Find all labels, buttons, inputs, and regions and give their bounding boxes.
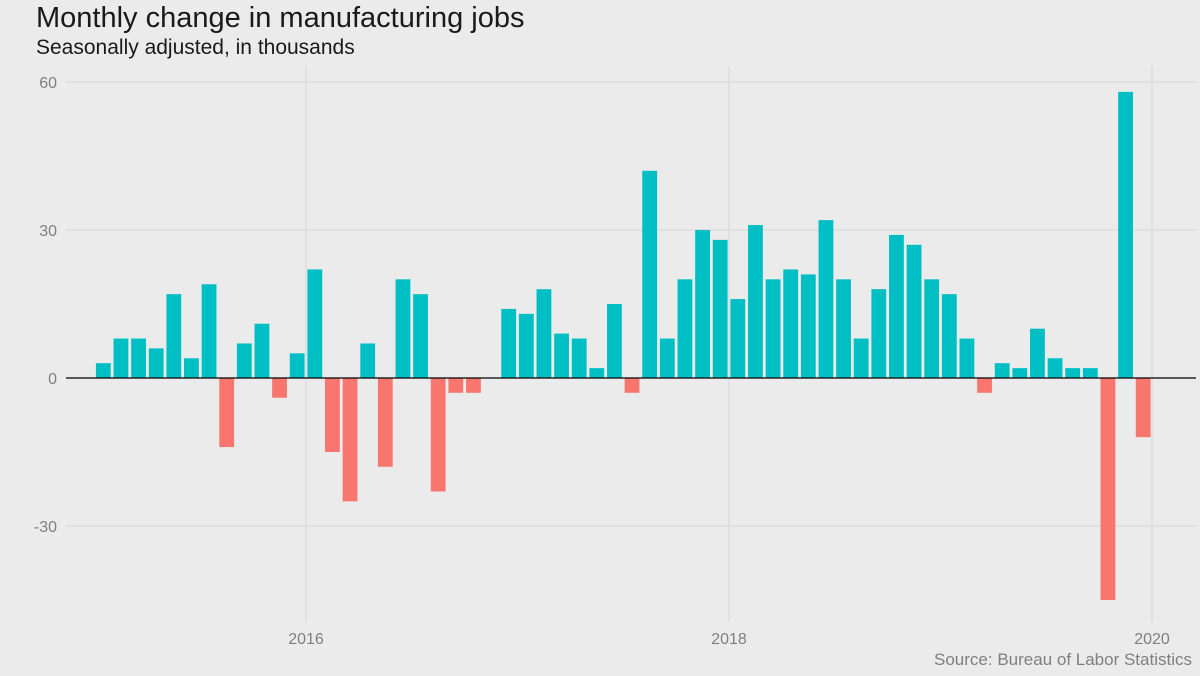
bar-2015-08 <box>219 378 235 448</box>
x-tick-label: 2016 <box>288 631 324 648</box>
bar-2017-11 <box>695 230 710 378</box>
bar-2019-11 <box>1118 91 1133 378</box>
bar-2015-01 <box>95 363 111 378</box>
bar-2019-09 <box>1082 368 1098 378</box>
bar-2016-01 <box>307 269 323 378</box>
bar-2015-02 <box>113 338 129 378</box>
bar-2019-12 <box>1135 378 1151 438</box>
chart-title: Monthly change in manufacturing jobs <box>36 2 525 34</box>
bar-2017-02 <box>536 289 552 378</box>
bar-2017-12 <box>712 239 728 378</box>
bar-2019-06 <box>1030 328 1045 378</box>
bar-2015-04 <box>148 348 164 378</box>
bar-2016-06 <box>395 279 411 378</box>
bar-2016-05 <box>377 378 393 467</box>
grid-lines <box>66 66 1196 622</box>
bar-2018-10 <box>889 234 904 378</box>
bar-2017-06 <box>607 304 622 378</box>
bar-2018-03 <box>765 279 781 378</box>
chart-subtitle: Seasonally adjusted, in thousands <box>36 36 355 59</box>
bar-2017-08 <box>642 170 658 378</box>
bar-2017-09 <box>659 338 675 378</box>
bar-2019-05 <box>1012 368 1028 378</box>
bar-2016-09 <box>448 378 464 393</box>
y-tick-label: -30 <box>34 519 57 536</box>
bar-2018-06 <box>818 220 834 378</box>
x-tick-label: 2020 <box>1134 631 1170 648</box>
bar-2015-12 <box>289 353 305 378</box>
y-tick-label: 0 <box>48 371 57 388</box>
bars <box>95 91 1151 600</box>
x-axis-ticks: 2016 2018 2020 <box>288 631 1170 648</box>
bar-2015-07 <box>201 284 217 378</box>
x-tick-label: 2018 <box>711 631 747 648</box>
bar-2019-10 <box>1100 378 1116 600</box>
bar-2015-09 <box>236 343 252 378</box>
bar-2019-07 <box>1047 358 1063 378</box>
bar-2018-05 <box>800 274 816 378</box>
bar-2016-08 <box>430 378 446 492</box>
bar-2019-01 <box>941 294 957 378</box>
bar-2016-12 <box>501 308 517 378</box>
bar-2018-09 <box>871 289 887 378</box>
bar-2015-06 <box>184 358 199 378</box>
bar-2016-03 <box>342 378 358 502</box>
bar-2018-07 <box>836 279 851 378</box>
y-axis-ticks: -30 0 30 60 <box>34 75 57 536</box>
bar-2018-12 <box>924 279 940 378</box>
source-caption: Source: Bureau of Labor Statistics <box>934 650 1192 669</box>
bar-2019-02 <box>959 338 975 378</box>
bar-2018-01 <box>730 299 746 378</box>
bar-2018-02 <box>748 225 763 378</box>
bar-2017-07 <box>624 378 640 393</box>
bar-2017-04 <box>571 338 587 378</box>
bar-2018-11 <box>906 244 922 378</box>
bar-2017-01 <box>518 313 534 378</box>
bar-2016-07 <box>413 294 428 378</box>
bar-2017-10 <box>677 279 693 378</box>
bar-2015-03 <box>131 338 146 378</box>
bar-2018-08 <box>853 338 869 378</box>
bar-2016-04 <box>360 343 376 378</box>
bar-2019-03 <box>977 378 992 393</box>
y-tick-label: 30 <box>39 223 57 240</box>
bar-2018-04 <box>783 269 799 378</box>
bar-2015-11 <box>272 378 287 398</box>
bar-2016-10 <box>466 378 481 393</box>
y-tick-label: 60 <box>39 75 57 92</box>
bar-2015-05 <box>166 294 182 378</box>
bar-2017-03 <box>554 333 569 378</box>
bar-2015-10 <box>254 323 270 378</box>
bar-2017-05 <box>589 368 605 378</box>
bar-2019-08 <box>1065 368 1081 378</box>
bar-2019-04 <box>994 363 1010 378</box>
bar-2016-02 <box>325 378 340 452</box>
